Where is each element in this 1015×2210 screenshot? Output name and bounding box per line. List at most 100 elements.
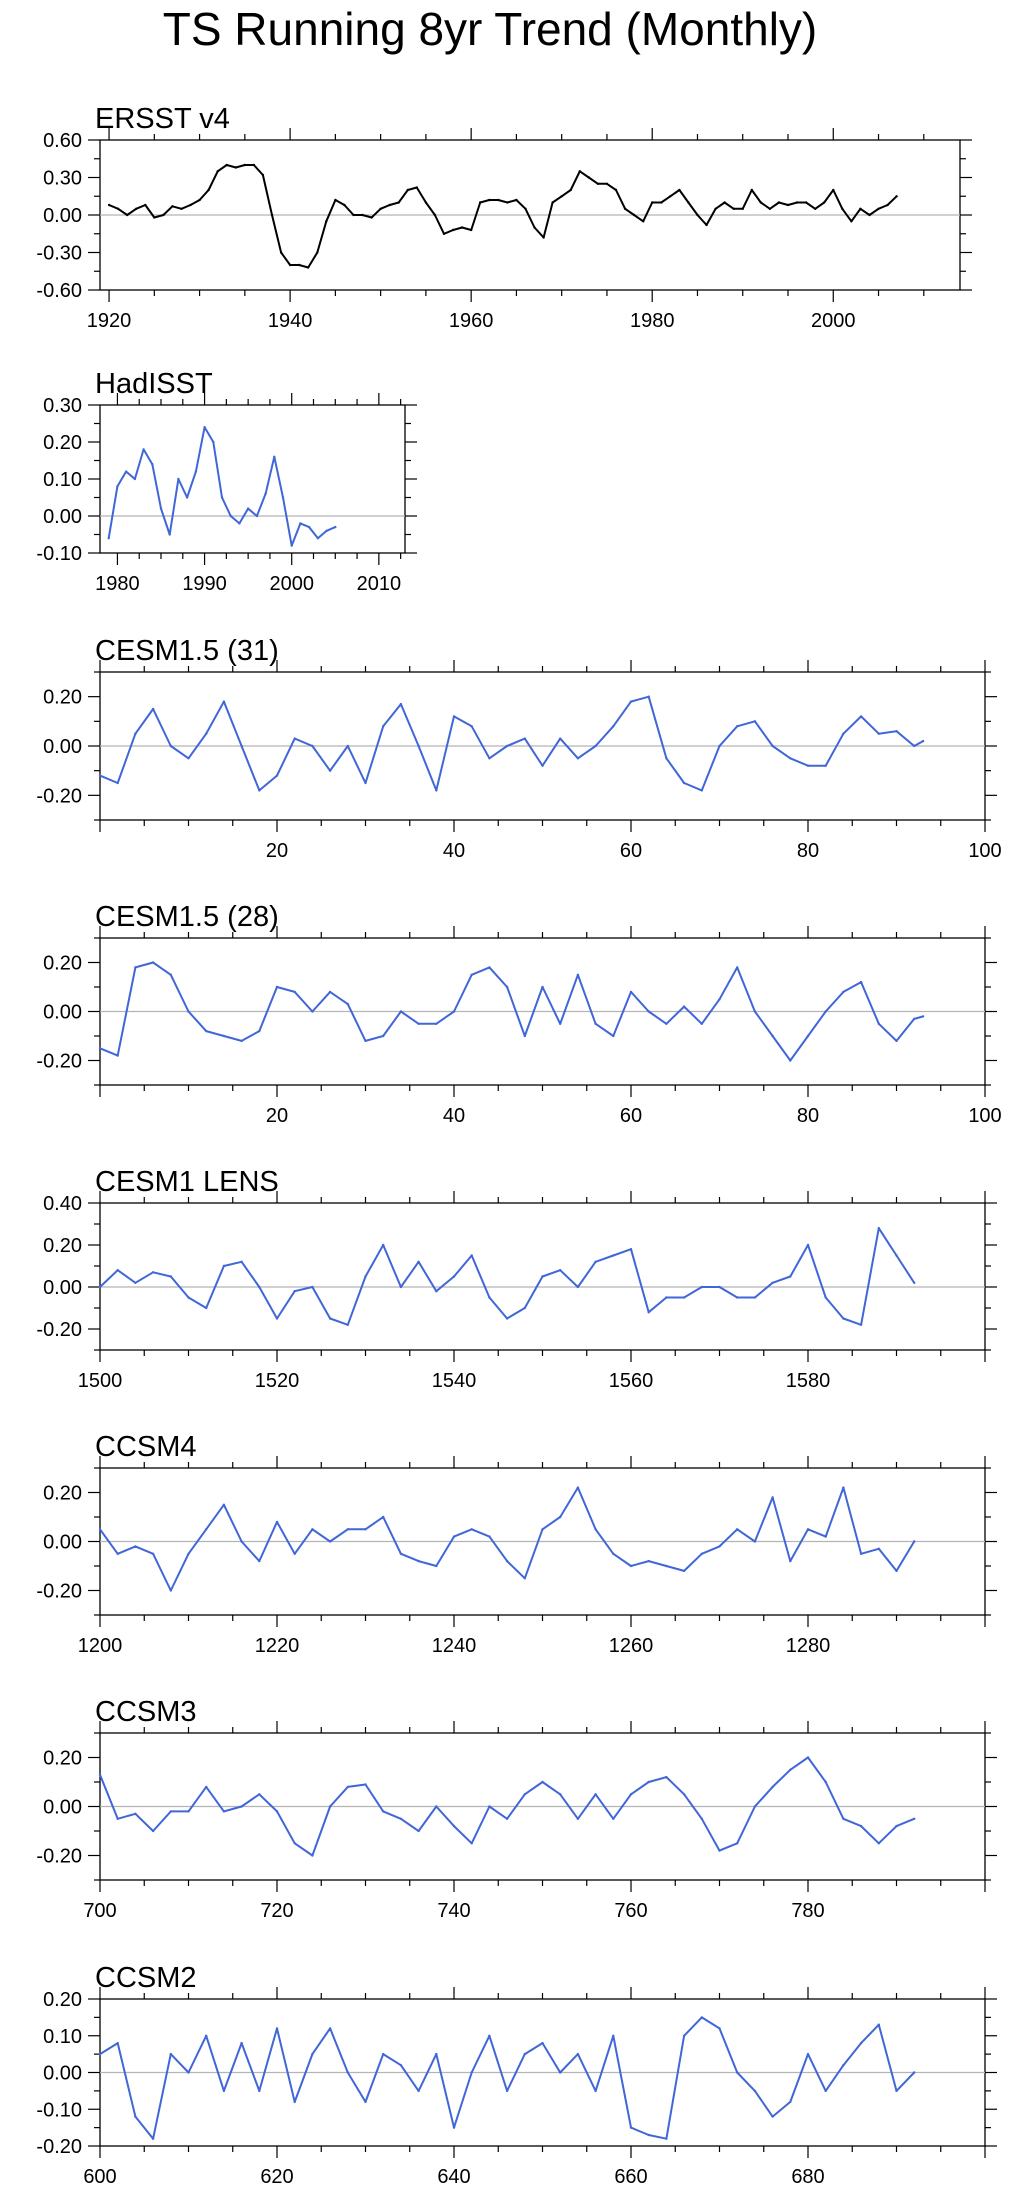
data-point [452,1010,456,1013]
data-point [665,1564,668,1568]
data-point [116,2041,119,2045]
data-point [198,198,201,202]
x-tick-label: 80 [797,1105,819,1127]
data-point [275,1317,279,1320]
data-point [629,1248,633,1251]
panel-title: CESM1.5 (31) [95,635,279,667]
data-point [205,1306,208,1310]
data-point [162,213,165,217]
data-point [275,2027,279,2030]
data-point [311,744,314,748]
data-point [325,529,328,532]
data-point [203,426,206,429]
data-point [261,173,265,177]
data-point [207,188,210,192]
data-point [328,1540,332,1543]
data-point [859,1552,863,1556]
data-point [240,1805,243,1808]
data-point [169,1589,172,1592]
data-point [346,1785,349,1789]
x-tick-label: 740 [437,1900,470,1922]
data-point [107,203,111,207]
data-point [364,1783,367,1786]
data-point [594,2089,597,2093]
data-point [240,1540,243,1543]
data-point [194,470,198,473]
data-point [877,1227,880,1230]
data-point [647,1780,650,1784]
panel-title: CESM1.5 (28) [95,901,279,933]
data-point [824,1535,827,1538]
series-line [99,1486,916,1592]
data-point [98,1528,102,1531]
x-tick-label: 600 [83,2166,116,2188]
data-point [559,1793,562,1796]
data-point [311,1285,314,1289]
data-point [364,2100,367,2104]
data-point [452,1535,456,1538]
data-point [786,203,790,207]
data-point [153,216,156,219]
data-point [346,1323,349,1327]
y-tick-label: 0.20 [43,687,82,709]
x-tick-label: 1200 [78,1635,123,1657]
data-point [225,163,228,167]
data-point [470,725,473,728]
y-tick-label: 0.40 [43,1193,82,1215]
data-point [824,764,827,767]
data-point [293,1842,296,1845]
data-point [151,961,155,964]
data-point [718,2027,721,2030]
data-point [399,1010,403,1013]
data-point [151,1271,155,1274]
data-point [541,985,544,989]
data-point [435,789,438,792]
data-point [107,537,110,540]
data-point [921,1015,925,1018]
data-point [470,973,473,976]
x-tick-label: 1540 [432,1370,477,1392]
data-point [753,1540,757,1543]
data-point [187,2071,190,2074]
data-point [424,201,428,204]
data-point [346,2071,349,2074]
data-point [612,1034,615,1038]
data-point [877,207,880,210]
data-point [789,1559,792,1563]
y-tick-label: 0.10 [43,2026,82,2048]
panel-2: CESM1.5 (31) 20 40 60 80 100 -0.20 0.00 0.20 [36,635,1001,862]
panel-title: CESM1 LENS [95,1166,279,1198]
data-point [187,1552,190,1556]
data-point [151,1829,155,1833]
data-point [895,1824,898,1828]
data-point [388,203,391,207]
data-point [921,739,925,743]
data-point [169,1275,172,1278]
data-point [505,1317,509,1320]
main-title: TS Running 8yr Trend (Monthly) [163,3,818,55]
data-point [506,201,509,204]
panel-1: HadISST 1980 1990 2000 2010 -0.10 0.00 0.10 0.20… [36,368,417,595]
data-point [328,990,332,994]
data-point [687,201,690,204]
data-point [678,188,681,192]
data-point [682,1005,686,1008]
data-point [771,1785,774,1789]
data-point [647,2133,650,2137]
x-tick-label: 100 [968,1105,1001,1127]
x-tick-label: 700 [83,1900,116,1922]
data-point [895,1039,898,1043]
data-point [859,1323,863,1327]
data-point [895,195,898,198]
data-point [895,730,898,733]
x-tick-label: 780 [791,1900,824,1922]
data-point [859,1824,863,1828]
data-point [364,1275,367,1278]
x-tick-label: 620 [260,2166,293,2188]
data-point [222,1503,226,1507]
data-point [736,1296,739,1299]
data-point [523,737,526,740]
x-tick-label: 1220 [255,1635,300,1657]
x-tick-label: 1960 [449,310,494,332]
data-point [134,1812,137,1816]
